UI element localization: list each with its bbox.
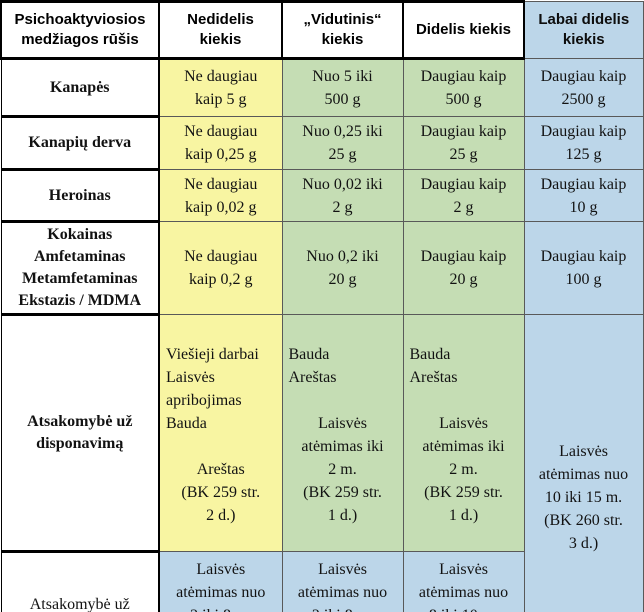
cell-derva-very-large: Daugiau kaip 125 g (523, 116, 644, 170)
table-row-kanapiu-derva: Kanapių derva Ne daugiau kaip 0,25 g Nuo… (0, 115, 644, 171)
table-header: Psichoaktyviosios medžiagos rūšis Nedide… (0, 0, 644, 60)
cell-disponavimas-small: Viešieji darbai Laisvės apribojimas Baud… (158, 314, 283, 552)
cell-kanapes-medium: Nuo 5 iki 500 g (281, 58, 404, 117)
cell-kokainas-medium: Nuo 0,2 iki 20 g (281, 221, 404, 315)
col-header-large-amount: Didelis kiekis (402, 0, 525, 60)
cell-platinimas-medium: Laisvės atėmimas nuo 2 iki 8 m. (BK 260 … (281, 551, 404, 612)
cell-derva-small: Ne daugiau kaip 0,25 g (158, 116, 283, 170)
cell-derva-large: Daugiau kaip 25 g (402, 116, 525, 170)
cell-very-large-merged-penalty: Laisvės atėmimas nuo 10 iki 15 m. (BK 26… (523, 314, 644, 612)
penalty-text-center: Laisvės atėmimas iki 2 m. (BK 259 str. 1… (422, 415, 505, 524)
row-label-kanapiu-derva: Kanapių derva (0, 115, 160, 171)
cell-kanapes-large: Daugiau kaip 500 g (402, 58, 525, 117)
col-header-small-amount: Nedidelis kiekis (158, 0, 283, 60)
cell-heroinas-very-large: Daugiau kaip 10 g (523, 169, 644, 222)
table-body: Kanapės Ne daugiau kaip 5 g Nuo 5 iki 50… (0, 57, 644, 612)
cell-heroinas-small: Ne daugiau kaip 0,02 g (158, 169, 283, 222)
table-row-disponavimas: Atsakomybė už disponavimą Viešieji darba… (0, 313, 644, 612)
penalty-text-center: Areštas (BK 259 str. 2 d.) (181, 461, 261, 524)
penalty-text-left: Bauda Areštas (409, 346, 458, 386)
cell-platinimas-large: Laisvės atėmimas nuo 8 iki 10 m. (BK 260… (402, 551, 525, 612)
row-label-platinimas: Atsakomybė už platinimą (0, 550, 160, 612)
cell-disponavimas-medium: Bauda Areštas Laisvės atėmimas iki 2 m. … (281, 314, 404, 552)
row-label-kanapes: Kanapės (0, 57, 160, 118)
penalty-text-left: Bauda Areštas (288, 346, 337, 386)
table-row-kokainas-grupe: Kokainas Amfetaminas Metamfetaminas Ekst… (0, 220, 644, 316)
table-row-kanapes: Kanapės Ne daugiau kaip 5 g Nuo 5 iki 50… (0, 57, 644, 118)
col-header-medium-amount: „Vidutinis“ kiekis (281, 0, 404, 60)
row-label-kokainas-grupe: Kokainas Amfetaminas Metamfetaminas Ekst… (0, 220, 160, 316)
cell-kokainas-large: Daugiau kaip 20 g (402, 221, 525, 315)
cell-kokainas-very-large: Daugiau kaip 100 g (523, 221, 644, 315)
cell-kokainas-small: Ne daugiau kaip 0,2 g (158, 221, 283, 315)
cell-disponavimas-large: Bauda Areštas Laisvės atėmimas iki 2 m. … (402, 314, 525, 552)
penalty-text-center: Laisvės atėmimas iki 2 m. (BK 259 str. 1… (301, 415, 384, 524)
table-row-heroinas: Heroinas Ne daugiau kaip 0,02 g Nuo 0,02… (0, 168, 644, 223)
header-row: Psichoaktyviosios medžiagos rūšis Nedide… (0, 0, 644, 60)
col-header-very-large-amount: Labai didelis kiekis (523, 1, 644, 59)
row-label-disponavimas: Atsakomybė už disponavimą (0, 313, 160, 553)
row-label-heroinas: Heroinas (0, 168, 160, 223)
cell-kanapes-small: Ne daugiau kaip 5 g (158, 58, 283, 117)
cell-heroinas-large: Daugiau kaip 2 g (402, 169, 525, 222)
cell-kanapes-very-large: Daugiau kaip 2500 g (523, 58, 644, 117)
cell-heroinas-medium: Nuo 0,02 iki 2 g (281, 169, 404, 222)
cell-platinimas-small: Laisvės atėmimas nuo 2 iki 8 m. (BK 260 … (158, 551, 283, 612)
col-header-substance-type: Psichoaktyviosios medžiagos rūšis (0, 0, 160, 60)
penalty-text-left: Viešieji darbai Laisvės apribojimas Baud… (166, 346, 259, 432)
table-row-platinimas: Atsakomybė už platinimą Laisvės atėmimas… (0, 550, 643, 612)
cell-derva-medium: Nuo 0,25 iki 25 g (281, 116, 404, 170)
